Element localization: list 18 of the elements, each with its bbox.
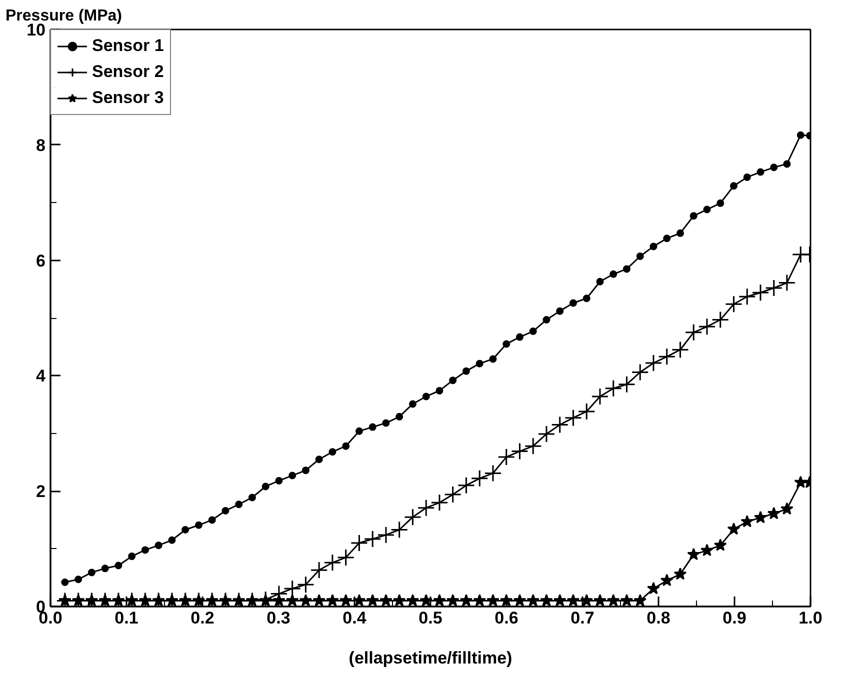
x-tick-label: 0.4	[342, 608, 367, 628]
x-tick-label: 0.1	[114, 608, 138, 628]
x-axis-title: (ellapsetime/filltime)	[348, 648, 512, 668]
y-tick-label: 8	[36, 136, 46, 155]
x-tick-label: 0.2	[190, 608, 214, 628]
x-tick-label: 0.6	[494, 608, 518, 628]
y-tick-label: 4	[36, 366, 46, 386]
x-tick-label: 0.8	[646, 608, 670, 628]
legend-label: Sensor 2	[92, 62, 164, 82]
x-tick-label: 0.7	[570, 608, 594, 628]
y-tick-label: 6	[36, 251, 46, 270]
x-tick-label: 0.9	[722, 608, 746, 628]
legend-label: Sensor 1	[92, 36, 164, 56]
y-tick-label: 2	[36, 482, 46, 502]
x-tick-label: 1.0	[798, 608, 822, 628]
x-tick-label: 0.3	[266, 608, 290, 628]
legend-label: Sensor 3	[92, 88, 164, 108]
x-tick-label: 0.5	[418, 608, 442, 628]
